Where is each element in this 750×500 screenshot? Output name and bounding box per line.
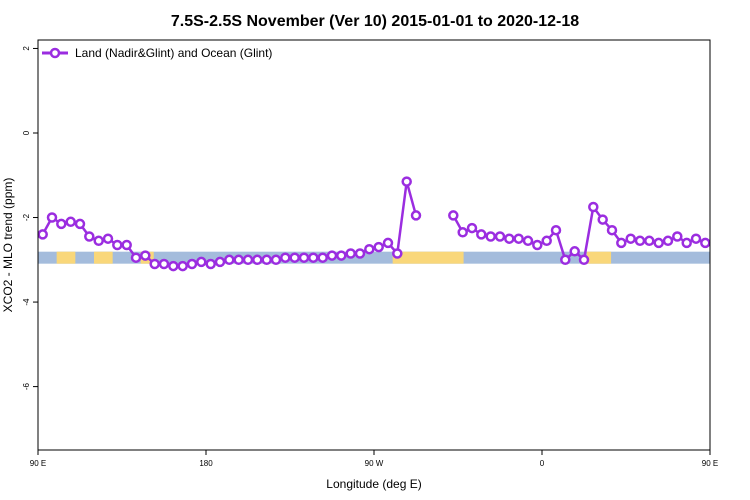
legend-marker-swatch <box>49 47 61 59</box>
data-point <box>252 254 263 266</box>
data-point <box>224 254 235 266</box>
x-axis-label: Longitude (deg E) <box>326 477 421 491</box>
data-point <box>37 229 48 240</box>
data-point <box>196 256 207 268</box>
data-point <box>373 241 384 253</box>
y-tick-label: 2 <box>22 46 31 51</box>
data-point <box>186 258 198 270</box>
y-tick-label: -4 <box>22 298 31 306</box>
data-point <box>653 237 664 249</box>
data-point <box>102 233 114 244</box>
data-point <box>233 254 244 266</box>
data-point <box>214 256 226 268</box>
x-tick-label: 90 W <box>365 459 384 468</box>
data-point <box>690 233 702 244</box>
data-point <box>700 237 711 249</box>
y-tick-label: -2 <box>22 213 31 221</box>
data-point <box>672 231 683 242</box>
data-point <box>168 260 179 272</box>
data-point <box>466 222 478 234</box>
data-point <box>261 254 272 266</box>
data-point <box>578 254 590 266</box>
data-point <box>242 254 254 266</box>
data-point <box>298 252 310 263</box>
data-point <box>457 227 468 238</box>
data-point <box>46 212 58 223</box>
data-point <box>597 214 608 225</box>
data-point <box>130 252 142 263</box>
y-tick-label: 0 <box>22 130 31 135</box>
data-point <box>65 216 76 228</box>
data-point <box>121 239 132 251</box>
data-point <box>392 248 403 259</box>
data-point <box>382 237 394 249</box>
land-band <box>94 251 113 264</box>
data-point <box>550 224 562 236</box>
data-point <box>401 176 412 187</box>
data-point <box>616 237 627 249</box>
data-point <box>494 231 506 242</box>
data-point <box>317 252 328 263</box>
data-point <box>270 254 282 266</box>
data-point <box>84 231 95 242</box>
data-point <box>560 254 571 266</box>
data-point <box>606 224 618 236</box>
y-axis-label: XCO2 - MLO trend (ppm) <box>1 178 15 313</box>
data-point <box>364 243 375 255</box>
x-tick-label: 180 <box>199 459 213 468</box>
data-point <box>56 218 67 230</box>
data-point <box>625 233 636 244</box>
data-point <box>74 218 86 230</box>
y-tick-label: -6 <box>22 382 31 390</box>
data-point <box>634 235 646 247</box>
data-point <box>588 201 599 213</box>
data-point <box>541 235 552 247</box>
data-point <box>336 250 347 261</box>
data-point <box>532 239 543 251</box>
data-point <box>345 248 356 259</box>
legend: Land (Nadir&Glint) and Ocean (Glint) <box>42 46 272 60</box>
data-point <box>93 235 104 247</box>
data-point <box>280 252 291 263</box>
data-point <box>513 233 524 244</box>
data-point <box>644 235 655 247</box>
data-point <box>569 246 580 257</box>
x-tick-label: 90 E <box>702 459 718 468</box>
series-layer <box>37 176 711 272</box>
data-point <box>410 210 422 221</box>
data-point <box>289 252 300 263</box>
legend-entry-label: Land (Nadir&Glint) and Ocean (Glint) <box>75 46 272 60</box>
data-point <box>112 239 123 251</box>
land-band <box>586 251 612 264</box>
data-point <box>448 210 459 221</box>
data-point <box>485 231 496 242</box>
data-point <box>158 258 170 270</box>
y-axis: 2 0 -2 -4 -6 <box>22 46 38 390</box>
data-point <box>681 237 692 249</box>
data-point <box>662 235 674 247</box>
data-point <box>326 250 338 261</box>
land-band <box>392 251 464 264</box>
x-axis: 90 E 180 90 W 0 90 E <box>30 450 718 468</box>
data-point <box>308 252 319 263</box>
x-tick-label: 90 E <box>30 459 46 468</box>
data-point <box>354 248 366 259</box>
x-tick-label: 0 <box>540 459 545 468</box>
chart-title: 7.5S-2.5S November (Ver 10) 2015-01-01 t… <box>171 13 579 30</box>
data-point <box>140 250 151 261</box>
data-point <box>177 260 188 272</box>
data-point <box>476 229 487 240</box>
data-point <box>504 233 515 244</box>
data-point <box>205 258 216 270</box>
data-point <box>522 235 534 247</box>
land-band <box>56 251 76 264</box>
data-point <box>149 258 160 270</box>
